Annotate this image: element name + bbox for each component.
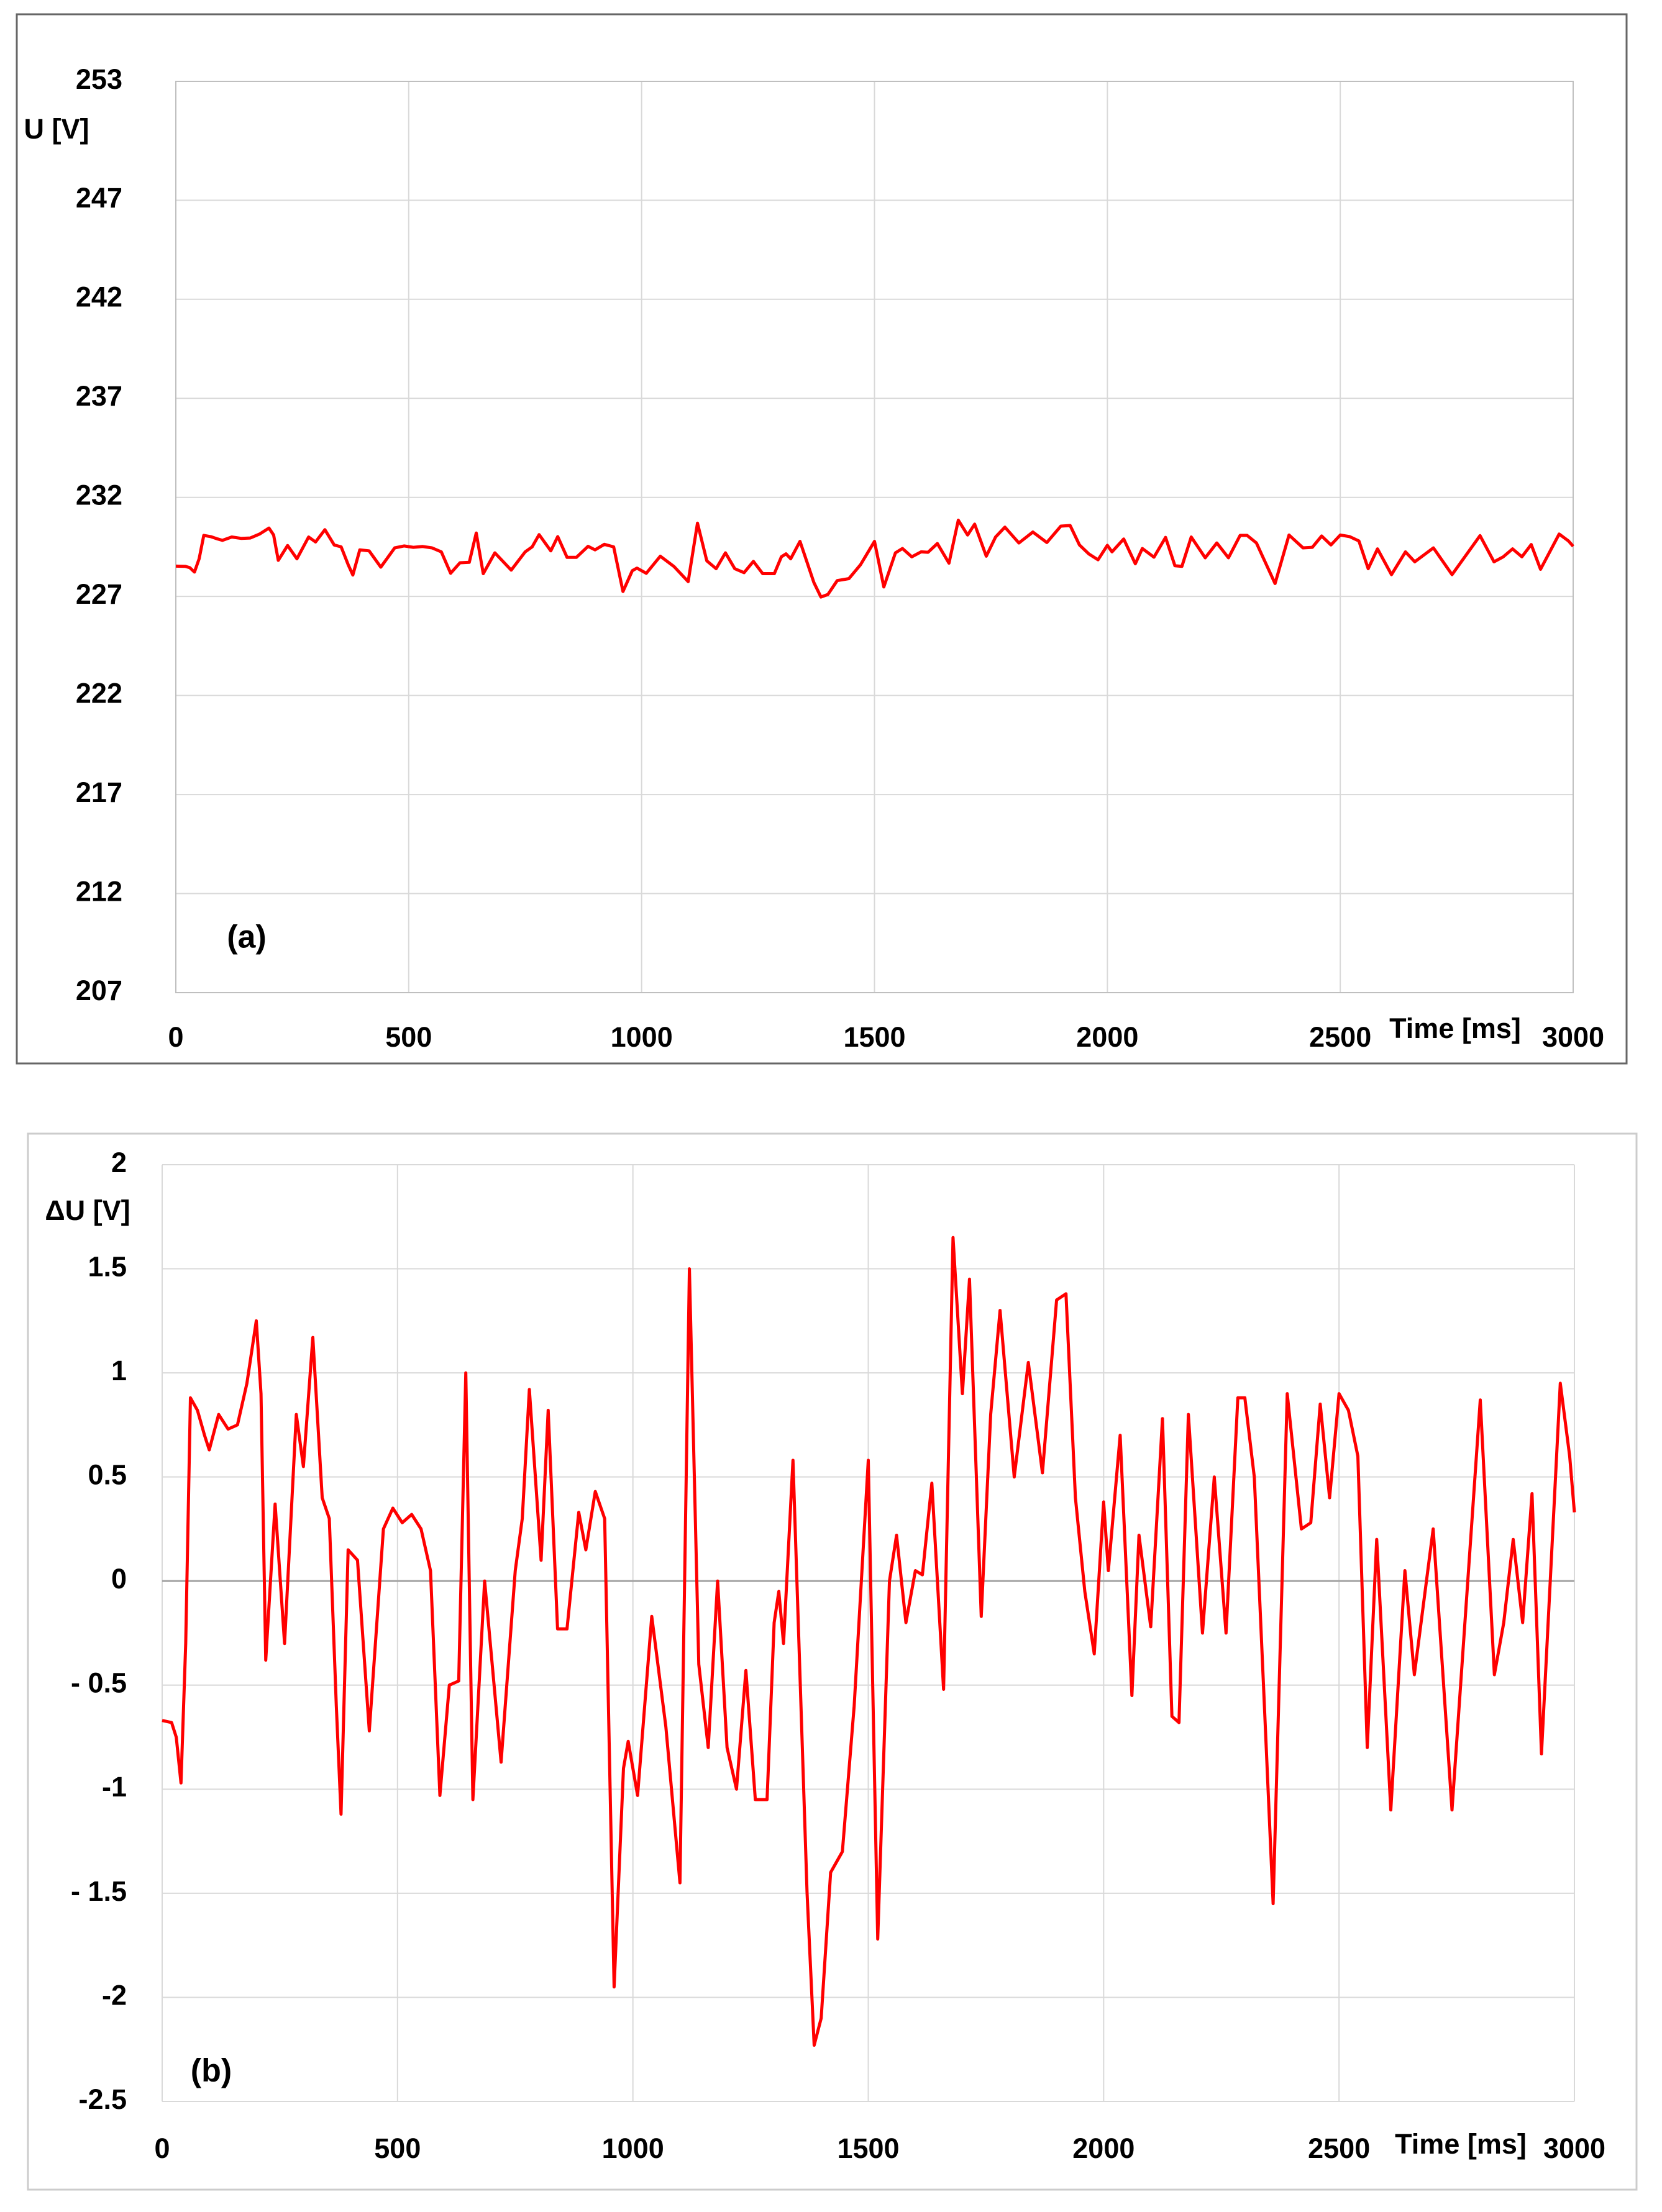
x-tick-label: 1000 [611,1021,673,1053]
y-tick-label: 2 [111,1147,127,1178]
y-tick-label: 227 [76,578,122,610]
x-axis-label: Time [ms] [1389,1013,1521,1044]
panel-label: (b) [191,2053,232,2089]
y-tick-label: 222 [76,678,122,709]
y-tick-label: -2.5 [78,2083,127,2115]
x-tick-label: 2000 [1072,2132,1135,2164]
y-tick-label: 247 [76,182,122,214]
y-tick-label: - 1.5 [71,1875,127,1907]
y-tick-label: -2 [102,1979,127,2011]
x-tick-label: 2000 [1076,1021,1138,1053]
x-tick-label: 2500 [1308,2132,1370,2164]
plot-border [175,81,1574,993]
x-tick-label: 0 [154,2132,170,2164]
y-tick-label: 207 [76,975,122,1006]
x-tick-label: 1000 [602,2132,664,2164]
data-line [162,1236,1576,2047]
x-tick-label: 500 [374,2132,421,2164]
y-tick-label: 0 [111,1563,127,1595]
y-tick-label: 232 [76,480,122,511]
x-tick-label: 2500 [1309,1021,1371,1053]
y-tick-label: 253 [76,63,122,95]
x-tick-label: 1500 [837,2132,899,2164]
panel-label: (a) [227,919,267,955]
y-tick-label: 242 [76,281,122,313]
y-tick-label: 0.5 [88,1459,127,1491]
panel-frame [16,13,1628,1065]
x-tick-label: 1500 [843,1021,905,1053]
x-tick-label: 3000 [1543,2132,1605,2164]
y-tick-label: 237 [76,380,122,412]
y-tick-label: -1 [102,1771,127,1803]
x-tick-label: 0 [168,1021,183,1053]
x-tick-label: 500 [385,1021,432,1053]
data-line [175,518,1574,599]
y-tick-label: 1 [111,1355,127,1386]
panel-frame [27,1132,1638,2191]
x-tick-label: 3000 [1542,1021,1604,1053]
x-axis-label: Time [ms] [1395,2128,1527,2160]
y-tick-label: 217 [76,776,122,808]
y-tick-label: 212 [76,875,122,907]
y-tick-label: 1.5 [88,1250,127,1282]
y-tick-label: - 0.5 [71,1667,127,1699]
y-axis-label: ΔU [V] [45,1195,130,1226]
y-axis-label: U [V] [24,113,89,145]
